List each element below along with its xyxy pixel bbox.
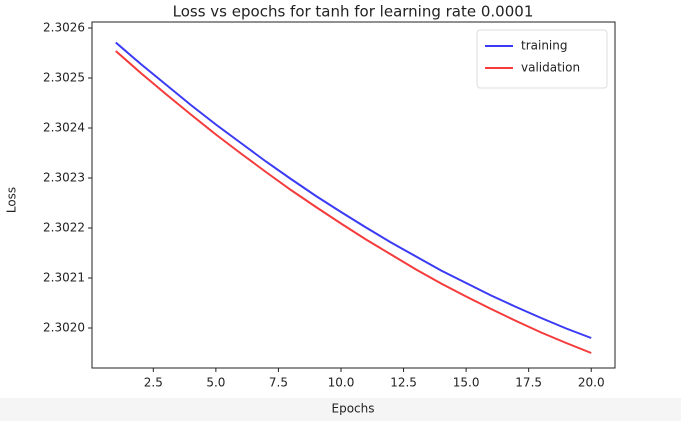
- legend-label: training: [521, 39, 568, 53]
- y-tick-label: 2.3026: [43, 21, 85, 35]
- y-tick-label: 2.3021: [43, 271, 85, 285]
- bottom-strip: [0, 398, 681, 421]
- x-axis-label: Epochs: [332, 402, 375, 416]
- legend-box: [476, 29, 608, 89]
- x-tick-label: 2.5: [144, 376, 163, 390]
- plot-frame: [91, 21, 616, 369]
- y-tick-label: 2.3020: [43, 321, 85, 335]
- x-tick-label: 17.5: [515, 376, 542, 390]
- x-tick-label: 10.0: [328, 376, 355, 390]
- x-tick-label: 12.5: [390, 376, 417, 390]
- x-tick-label: 15.0: [453, 376, 480, 390]
- y-tick-label: 2.3025: [43, 71, 85, 85]
- y-tick-label: 2.3024: [43, 121, 85, 135]
- chart-title: Loss vs epochs for tanh for learning rat…: [173, 3, 534, 21]
- legend-label: validation: [521, 61, 580, 75]
- x-tick-label: 20.0: [578, 376, 605, 390]
- y-axis-label: Loss: [5, 187, 19, 213]
- y-tick-label: 2.3022: [43, 221, 85, 235]
- y-tick-label: 2.3023: [43, 171, 85, 185]
- series-line: [115, 50, 592, 354]
- x-tick-label: 5.0: [206, 376, 225, 390]
- x-tick-label: 7.5: [269, 376, 288, 390]
- series-line: [115, 41, 592, 339]
